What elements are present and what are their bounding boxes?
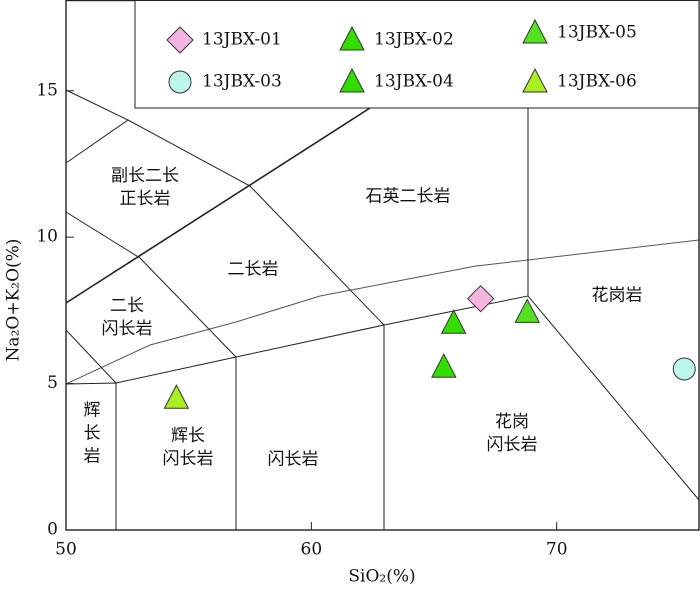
y-tick-label: 15 [36, 80, 58, 100]
y-tick-label: 0 [47, 520, 58, 540]
x-tick-label: 50 [55, 540, 77, 560]
legend-label: 13JBX-03 [202, 72, 282, 92]
x-tick-label: 70 [546, 540, 568, 560]
legend-marker [522, 67, 548, 93]
data-point [431, 353, 457, 378]
legend-label: 13JBX-06 [557, 72, 637, 92]
y-tick-label: 5 [47, 373, 58, 393]
y-axis-label: Na₂O+K₂O(%) [4, 239, 24, 362]
field-label: 石英二长岩 [366, 187, 451, 207]
legend-marker [168, 70, 192, 94]
field-boundaries [65, 0, 700, 531]
x-axis-label: SiO₂(%) [348, 567, 415, 587]
legend-marker [339, 67, 365, 93]
y-tick-label: 10 [36, 227, 58, 247]
field-label: 辉 [84, 401, 101, 421]
data-point [672, 357, 696, 381]
data-point [163, 384, 190, 409]
legend-marker [166, 26, 194, 54]
field-label: 闪长岩 [163, 449, 214, 469]
legend-label: 13JBX-04 [374, 72, 454, 92]
field-label: 正长岩 [120, 189, 171, 209]
field-label: 花岗 [495, 412, 529, 432]
field-label: 花岗岩 [592, 286, 643, 306]
field-label: 二长 [110, 296, 144, 316]
legend-marker [522, 18, 548, 44]
legend-marker [339, 25, 365, 51]
data-point [440, 309, 467, 334]
field-label: 副长二长 [111, 166, 179, 186]
field-label: 岩 [84, 447, 101, 467]
data-point [514, 298, 541, 323]
field-label: 闪长岩 [268, 450, 319, 470]
legend-label: 13JBX-01 [202, 30, 282, 50]
legend-label: 13JBX-02 [374, 30, 454, 50]
field-label: 辉长 [171, 426, 205, 446]
field-label: 长 [84, 424, 101, 444]
legend-label: 13JBX-05 [557, 23, 637, 43]
data-point [466, 284, 495, 313]
field-label: 闪长岩 [102, 319, 153, 339]
field-label: 闪长岩 [487, 435, 538, 455]
field-label: 二长岩 [228, 260, 279, 280]
x-tick-label: 60 [301, 540, 323, 560]
